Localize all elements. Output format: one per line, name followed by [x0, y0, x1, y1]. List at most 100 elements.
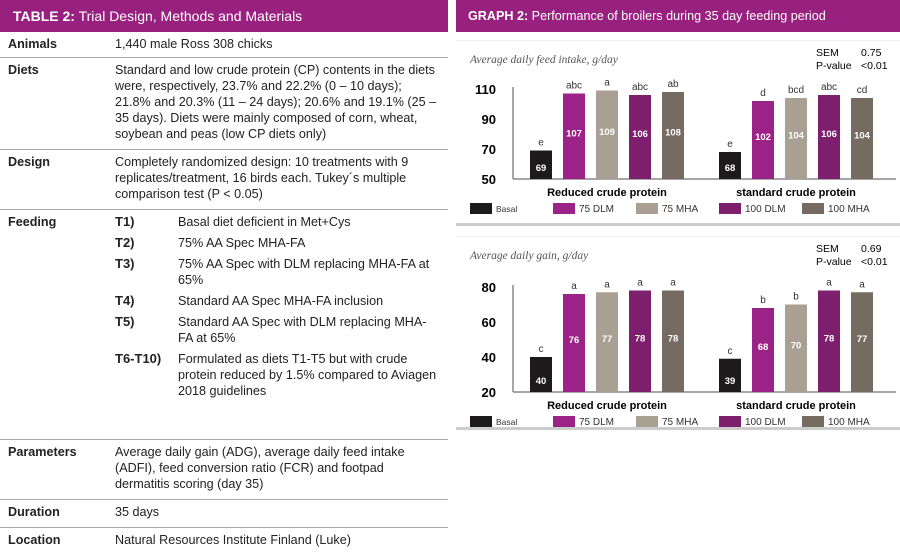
category-label: Reduced crude protein — [547, 400, 667, 412]
legend-label: 100 MHA — [828, 417, 870, 428]
table-title: TABLE 2: Trial Design, Methods and Mater… — [0, 0, 448, 32]
treatment-desc: Basal diet deficient in Met+Cys — [178, 215, 351, 229]
bar-75-mha — [596, 90, 618, 179]
legend-swatch — [719, 203, 741, 214]
treatment-item: T1) Basal diet deficient in Met+Cys — [115, 214, 440, 230]
significance-letter: b — [760, 295, 766, 306]
trial-design-table: TABLE 2: Trial Design, Methods and Mater… — [0, 0, 448, 555]
legend-swatch — [470, 203, 492, 214]
treatment-code: T3) — [115, 256, 135, 271]
y-tick-label: 80 — [482, 280, 496, 295]
treatment-desc: Standard AA Spec with DLM replacing MHA-… — [178, 315, 427, 345]
legend-swatch — [470, 416, 492, 427]
p-value: <0.01 — [861, 256, 888, 268]
bar-75-dlm — [752, 101, 774, 179]
bar-value-label: 78 — [635, 333, 646, 344]
significance-letter: abc — [566, 81, 582, 92]
bar-value-label: 39 — [725, 376, 736, 387]
chart-title: Average daily gain, g/day — [469, 250, 589, 262]
row-value: Natural Resources Institute Finland (Luk… — [115, 533, 351, 547]
bar-75-mha — [596, 292, 618, 392]
bar-basal — [719, 152, 741, 179]
treatment-item: T2) 75% AA Spec MHA-FA — [115, 235, 440, 251]
treatment-code: T6-T10) — [115, 351, 162, 366]
bar-value-label: 77 — [857, 334, 868, 345]
y-tick-label: 40 — [482, 350, 496, 365]
significance-letter: a — [604, 78, 610, 89]
legend-swatch — [553, 203, 575, 214]
bar-75-mha — [785, 304, 807, 392]
bar-value-label: 68 — [758, 342, 769, 353]
daily-gain-chart: Average daily gain, g/day SEM 0.69 P-value <… — [456, 236, 900, 430]
row-label: Feeding — [8, 215, 57, 229]
category-label: standard crude protein — [736, 187, 856, 199]
row-label: Design — [8, 155, 50, 169]
legend-label: 100 DLM — [745, 204, 786, 215]
bar-value-label: 78 — [824, 333, 835, 344]
p-value-label: P-value — [816, 60, 852, 72]
significance-letter: a — [826, 278, 832, 289]
bar-value-label: 76 — [569, 335, 580, 346]
treatment-item: T3) 75% AA Spec with DLM replacing MHA-FA… — [115, 256, 440, 288]
table-row-diets: Diets Standard and low crude protein (CP)… — [0, 58, 448, 150]
legend-swatch — [719, 416, 741, 427]
legend-swatch — [553, 416, 575, 427]
legend-label: 75 DLM — [579, 204, 614, 215]
treatment-desc: Formulated as diets T1-T5 but with crude… — [178, 352, 437, 398]
significance-letter: c — [728, 346, 733, 357]
legend-label: Basal — [496, 417, 517, 427]
y-tick-label: 110 — [475, 82, 496, 97]
treatment-item: T5) Standard AA Spec with DLM replacing M… — [115, 314, 440, 346]
y-tick-label: 70 — [482, 142, 496, 157]
row-value: 35 days — [115, 505, 160, 519]
significance-letter: e — [727, 139, 733, 150]
bar-value-label: 40 — [536, 376, 547, 387]
category-label: Reduced crude protein — [547, 187, 667, 199]
treatment-code: T4) — [115, 293, 135, 308]
bar-value-label: 104 — [854, 131, 871, 142]
y-tick-label: 90 — [482, 112, 496, 127]
bar-100-dlm — [818, 95, 840, 179]
bar-75-mha — [785, 98, 807, 179]
legend-label: 100 DLM — [745, 417, 786, 428]
sem-value: 0.75 — [861, 47, 882, 59]
table-row-animals: Animals 1,440 male Ross 308 chicks — [0, 32, 448, 58]
significance-letter: c — [539, 344, 544, 355]
treatment-desc: 75% AA Spec MHA-FA — [178, 236, 306, 250]
table-row-feeding: Feeding T1) Basal diet deficient in Met+Cy… — [0, 210, 448, 440]
y-tick-label: 60 — [482, 315, 496, 330]
legend-label: 75 MHA — [662, 417, 698, 428]
significance-letter: ab — [667, 79, 679, 90]
bar-value-label: 77 — [602, 334, 613, 345]
bar-value-label: 107 — [566, 128, 582, 139]
p-value-label: P-value — [816, 256, 852, 268]
bar-100-mha — [851, 292, 873, 392]
significance-letter: a — [637, 278, 643, 289]
sem-label: SEM — [816, 243, 839, 255]
sem-label: SEM — [816, 47, 839, 59]
row-value: Completely randomized design: 10 treatme… — [115, 155, 409, 201]
row-label: Location — [8, 533, 61, 547]
bar-75-dlm — [752, 308, 774, 392]
significance-letter: e — [538, 138, 544, 149]
bar-value-label: 68 — [725, 163, 736, 174]
feed-intake-chart: Average daily feed intake, g/day SEM 0.75 P… — [456, 40, 900, 226]
significance-letter: bcd — [788, 85, 804, 96]
significance-letter: abc — [632, 82, 648, 93]
legend-label: Basal — [496, 204, 517, 214]
significance-letter: cd — [857, 85, 868, 96]
legend-label: 75 DLM — [579, 417, 614, 428]
bar-value-label: 78 — [668, 333, 679, 344]
significance-letter: a — [571, 281, 577, 292]
treatment-code: T1) — [115, 214, 135, 229]
legend-label: 100 MHA — [828, 204, 870, 215]
bar-value-label: 69 — [536, 163, 547, 174]
row-value: T1) Basal diet deficient in Met+Cys T2) 75%… — [115, 214, 448, 435]
row-label: Diets — [8, 63, 39, 77]
treatment-code: T2) — [115, 235, 135, 250]
bar-value-label: 109 — [599, 127, 615, 138]
table-row-location: Location Natural Resources Institute Finl… — [0, 528, 448, 555]
significance-letter: abc — [821, 82, 837, 93]
significance-letter: a — [670, 278, 676, 289]
bar-100-dlm — [818, 290, 840, 392]
